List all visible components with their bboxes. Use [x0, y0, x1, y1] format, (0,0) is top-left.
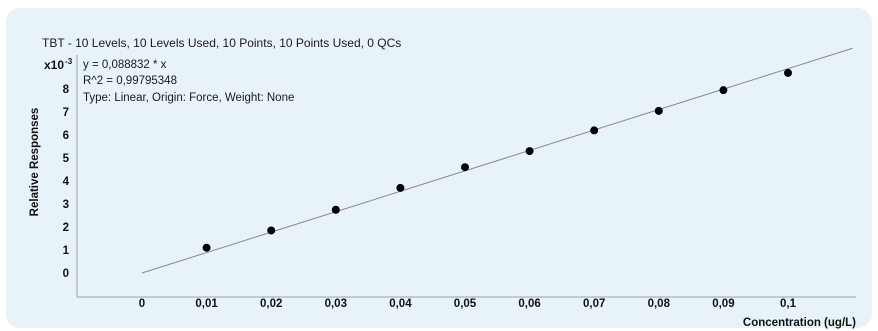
x-tick-label: 0,08: [648, 298, 671, 310]
fit-line: [141, 47, 853, 274]
y-tick-label: 1: [63, 245, 70, 257]
y-axis-label: Relative Responses: [29, 108, 41, 217]
y-ticks: 0 1 2 3 4 5 6 7 8: [63, 84, 70, 280]
data-point: [784, 68, 792, 77]
y-multiplier-base: x10: [44, 58, 64, 72]
data-point: [396, 183, 405, 192]
y-tick-label: 7: [63, 107, 69, 119]
data-point: [525, 147, 534, 156]
x-tick-label: 0,07: [583, 298, 605, 310]
y-multiplier-exponent: -3: [65, 57, 73, 66]
equation-annotation: y = 0,088832 * x: [83, 59, 167, 71]
y-multiplier: x10-3: [44, 57, 73, 72]
y-tick-label: 5: [63, 153, 70, 165]
x-tick-label: 0,02: [260, 298, 282, 310]
y-tick-label: 0: [63, 268, 69, 280]
chart-panel: [6, 8, 872, 328]
x-tick-label: 0,05: [454, 298, 477, 310]
y-tick-label: 3: [63, 199, 69, 211]
y-tick-label: 6: [63, 130, 69, 142]
x-axis-label: Concentration (ug/L): [743, 317, 856, 329]
x-tick-label: 0,09: [712, 298, 734, 310]
x-tick-label: 0: [139, 298, 145, 310]
x-tick-label: 0,06: [518, 298, 540, 310]
data-point: [719, 86, 728, 95]
fit-type-annotation: Type: Linear, Origin: Force, Weight: Non…: [83, 92, 294, 104]
fit-line-group: [141, 47, 853, 274]
data-point: [590, 126, 599, 135]
data-point: [461, 163, 469, 172]
y-tick-label: 4: [63, 176, 70, 188]
data-points: [202, 68, 792, 252]
x-tick-label: 0,04: [389, 298, 412, 310]
y-tick-label: 2: [63, 222, 69, 234]
data-point: [331, 205, 340, 214]
y-tick-label: 8: [63, 84, 70, 96]
x-tick-label: 0,1: [780, 298, 797, 310]
r-squared-annotation: R^2 = 0,99795348: [83, 75, 177, 87]
x-tick-label: 0,01: [195, 298, 218, 310]
chart-title: TBT - 10 Levels, 10 Levels Used, 10 Poin…: [42, 36, 401, 50]
data-point: [267, 226, 276, 235]
data-point: [202, 243, 211, 252]
x-tick-label: 0,03: [325, 298, 347, 310]
x-ticks: 0 0,01 0,02 0,03 0,04 0,05 0,06 0,07 0,08 0,09 0,1: [139, 298, 797, 310]
data-point: [654, 106, 663, 115]
